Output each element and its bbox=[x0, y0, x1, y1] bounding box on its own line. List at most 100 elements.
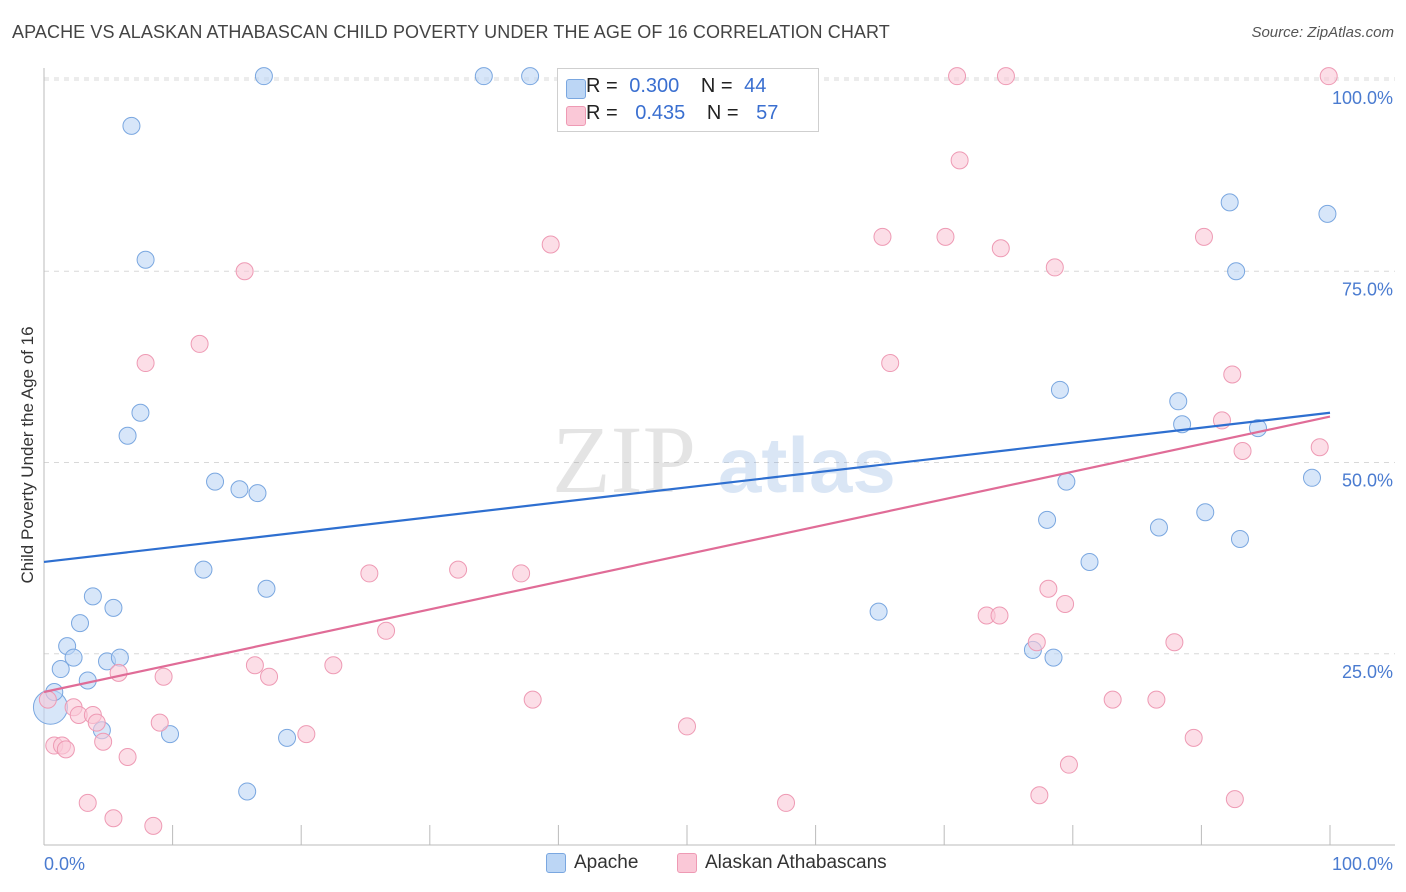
point-apache-2 bbox=[51, 660, 70, 679]
correlation-legend: R = 0.300 N = 44 R = 0.435 N = 57 bbox=[557, 68, 819, 132]
point-apache-25 bbox=[474, 67, 493, 86]
apache-swatch bbox=[566, 79, 586, 99]
point-athabascan-37 bbox=[990, 606, 1009, 625]
point-athabascan-19 bbox=[245, 656, 264, 675]
bottom-apache-swatch bbox=[546, 853, 566, 873]
watermark-atlas: atlas bbox=[718, 421, 896, 509]
point-athabascan-14 bbox=[144, 816, 163, 835]
athabascan-n-value: 57 bbox=[756, 102, 779, 124]
point-apache-35 bbox=[1169, 392, 1188, 411]
apache-n-value: 44 bbox=[744, 75, 767, 97]
point-apache-22 bbox=[254, 67, 273, 86]
point-apache-42 bbox=[1302, 468, 1321, 487]
point-apache-27 bbox=[869, 602, 888, 621]
point-athabascan-3 bbox=[56, 740, 75, 759]
point-apache-15 bbox=[136, 250, 155, 269]
point-athabascan-56 bbox=[1319, 67, 1338, 86]
point-athabascan-11 bbox=[109, 663, 128, 682]
athabascan-swatch bbox=[566, 106, 586, 126]
bottom-athabascan-label: Alaskan Athabascans bbox=[705, 852, 887, 873]
bottom-athabascan-swatch bbox=[677, 853, 697, 873]
trend-lines bbox=[43, 411, 1331, 694]
point-athabascan-31 bbox=[873, 227, 892, 246]
point-athabascan-21 bbox=[297, 725, 316, 744]
point-apache-20 bbox=[238, 782, 257, 801]
point-athabascan-13 bbox=[136, 354, 155, 373]
point-athabascan-17 bbox=[190, 334, 209, 353]
bottom-legend-athabascan: Alaskan Athabascans bbox=[677, 852, 887, 874]
point-athabascan-24 bbox=[377, 621, 396, 640]
point-apache-26 bbox=[521, 67, 540, 86]
point-apache-24 bbox=[278, 728, 297, 747]
watermark-zip: ZIP bbox=[552, 406, 696, 513]
point-athabascan-52 bbox=[1223, 365, 1242, 384]
x-tick-label-end: 100.0% bbox=[1332, 854, 1393, 874]
point-athabascan-48 bbox=[1165, 633, 1184, 652]
point-apache-38 bbox=[1220, 193, 1239, 212]
point-apache-7 bbox=[83, 587, 102, 606]
point-athabascan-8 bbox=[87, 713, 106, 732]
point-apache-23 bbox=[257, 579, 276, 598]
point-athabascan-54 bbox=[1233, 442, 1252, 461]
point-athabascan-49 bbox=[1184, 728, 1203, 747]
point-athabascan-35 bbox=[950, 151, 969, 170]
bottom-apache-label: Apache bbox=[574, 852, 639, 873]
apache-r-value: 0.300 bbox=[629, 75, 680, 97]
apache-n-label: N = bbox=[700, 75, 733, 97]
point-athabascan-9 bbox=[94, 732, 113, 751]
point-apache-43 bbox=[1318, 204, 1337, 223]
point-apache-18 bbox=[206, 472, 225, 491]
point-apache-13 bbox=[122, 116, 141, 135]
trend-line-apache bbox=[43, 411, 1331, 564]
data-points bbox=[32, 67, 1338, 835]
point-apache-4 bbox=[64, 648, 83, 667]
point-apache-39 bbox=[1227, 262, 1246, 281]
point-athabascan-0 bbox=[38, 690, 57, 709]
point-athabascan-6 bbox=[78, 793, 97, 812]
point-athabascan-43 bbox=[1045, 258, 1064, 277]
y-tick-label-1: 50.0% bbox=[1342, 471, 1393, 491]
point-athabascan-32 bbox=[881, 354, 900, 373]
legend-row-apache: R = 0.300 N = 44 bbox=[566, 75, 767, 99]
point-athabascan-27 bbox=[523, 690, 542, 709]
x-tick-label-start: 0.0% bbox=[44, 854, 85, 874]
point-athabascan-23 bbox=[360, 564, 379, 583]
athabascan-r-value: 0.435 bbox=[635, 102, 686, 124]
point-athabascan-16 bbox=[154, 667, 173, 686]
point-apache-33 bbox=[1080, 552, 1099, 571]
point-athabascan-41 bbox=[1030, 786, 1049, 805]
chart-title: APACHE VS ALASKAN ATHABASCAN CHILD POVER… bbox=[12, 22, 890, 42]
point-athabascan-30 bbox=[777, 793, 796, 812]
grid-lines bbox=[44, 77, 1395, 655]
y-tick-label-0: 25.0% bbox=[1342, 662, 1393, 682]
point-athabascan-55 bbox=[1310, 438, 1329, 457]
tick-labels: 25.0% 50.0% 75.0% 100.0% 0.0% 100.0% bbox=[44, 88, 1393, 874]
point-apache-37 bbox=[1196, 503, 1215, 522]
point-apache-30 bbox=[1044, 648, 1063, 667]
trend-line-athabascan bbox=[43, 415, 1331, 694]
point-athabascan-47 bbox=[1147, 690, 1166, 709]
point-athabascan-15 bbox=[150, 713, 169, 732]
point-apache-29 bbox=[1038, 510, 1057, 529]
point-athabascan-53 bbox=[1225, 790, 1244, 809]
point-athabascan-33 bbox=[936, 227, 955, 246]
source-label: Source: ZipAtlas.com bbox=[1251, 24, 1394, 41]
point-athabascan-10 bbox=[104, 809, 123, 828]
point-athabascan-50 bbox=[1194, 227, 1213, 246]
point-apache-19 bbox=[230, 480, 249, 499]
point-apache-16 bbox=[161, 725, 180, 744]
point-athabascan-45 bbox=[1059, 755, 1078, 774]
point-athabascan-40 bbox=[1027, 633, 1046, 652]
point-apache-14 bbox=[131, 403, 150, 422]
y-tick-label-3: 100.0% bbox=[1332, 88, 1393, 108]
point-athabascan-38 bbox=[991, 239, 1010, 258]
athabascan-n-label: N = bbox=[706, 102, 739, 124]
point-apache-10 bbox=[104, 598, 123, 617]
point-apache-21 bbox=[248, 484, 267, 503]
point-athabascan-22 bbox=[324, 656, 343, 675]
point-athabascan-20 bbox=[260, 667, 279, 686]
point-apache-40 bbox=[1230, 530, 1249, 548]
legend-row-athabascan: R = 0.435 N = 57 bbox=[566, 102, 779, 126]
point-athabascan-28 bbox=[541, 235, 560, 254]
